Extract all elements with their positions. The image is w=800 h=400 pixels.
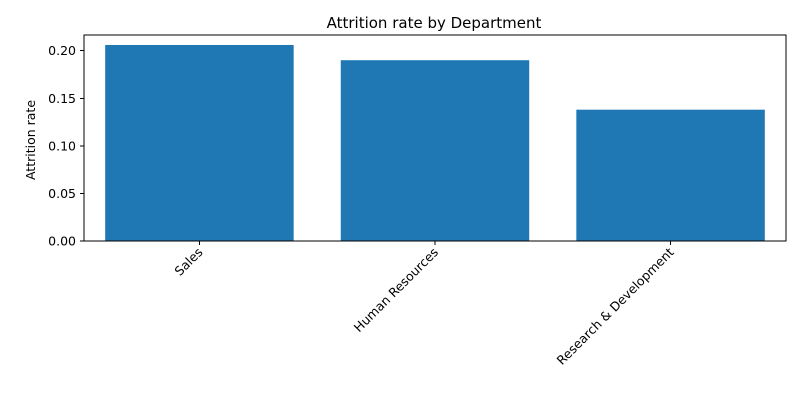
plot-area-frame (83, 34, 787, 242)
bar-1 (340, 60, 530, 242)
y-axis-ticks: 0.00 0.05 0.10 0.15 0.20 (48, 43, 84, 249)
bar-2 (576, 109, 765, 241)
y-tick-label-2: 0.10 (48, 138, 76, 153)
x-tick-label-1: Human Resources (351, 245, 441, 335)
bar-0 (105, 44, 294, 241)
y-tick-label-1: 0.05 (48, 186, 76, 201)
bars-group (105, 44, 765, 242)
y-tick-label-3: 0.15 (48, 91, 76, 106)
y-axis-label: Attrition rate (23, 100, 38, 180)
x-tick-label-2: Research & Development (554, 244, 677, 367)
x-axis-ticks: Sales Human Resources Research & Developme… (171, 241, 677, 368)
y-tick-label-0: 0.00 (48, 234, 76, 249)
y-tick-label-4: 0.20 (48, 43, 76, 58)
x-tick-label-0: Sales (171, 245, 205, 279)
chart-title: Attrition rate by Department (327, 14, 542, 32)
